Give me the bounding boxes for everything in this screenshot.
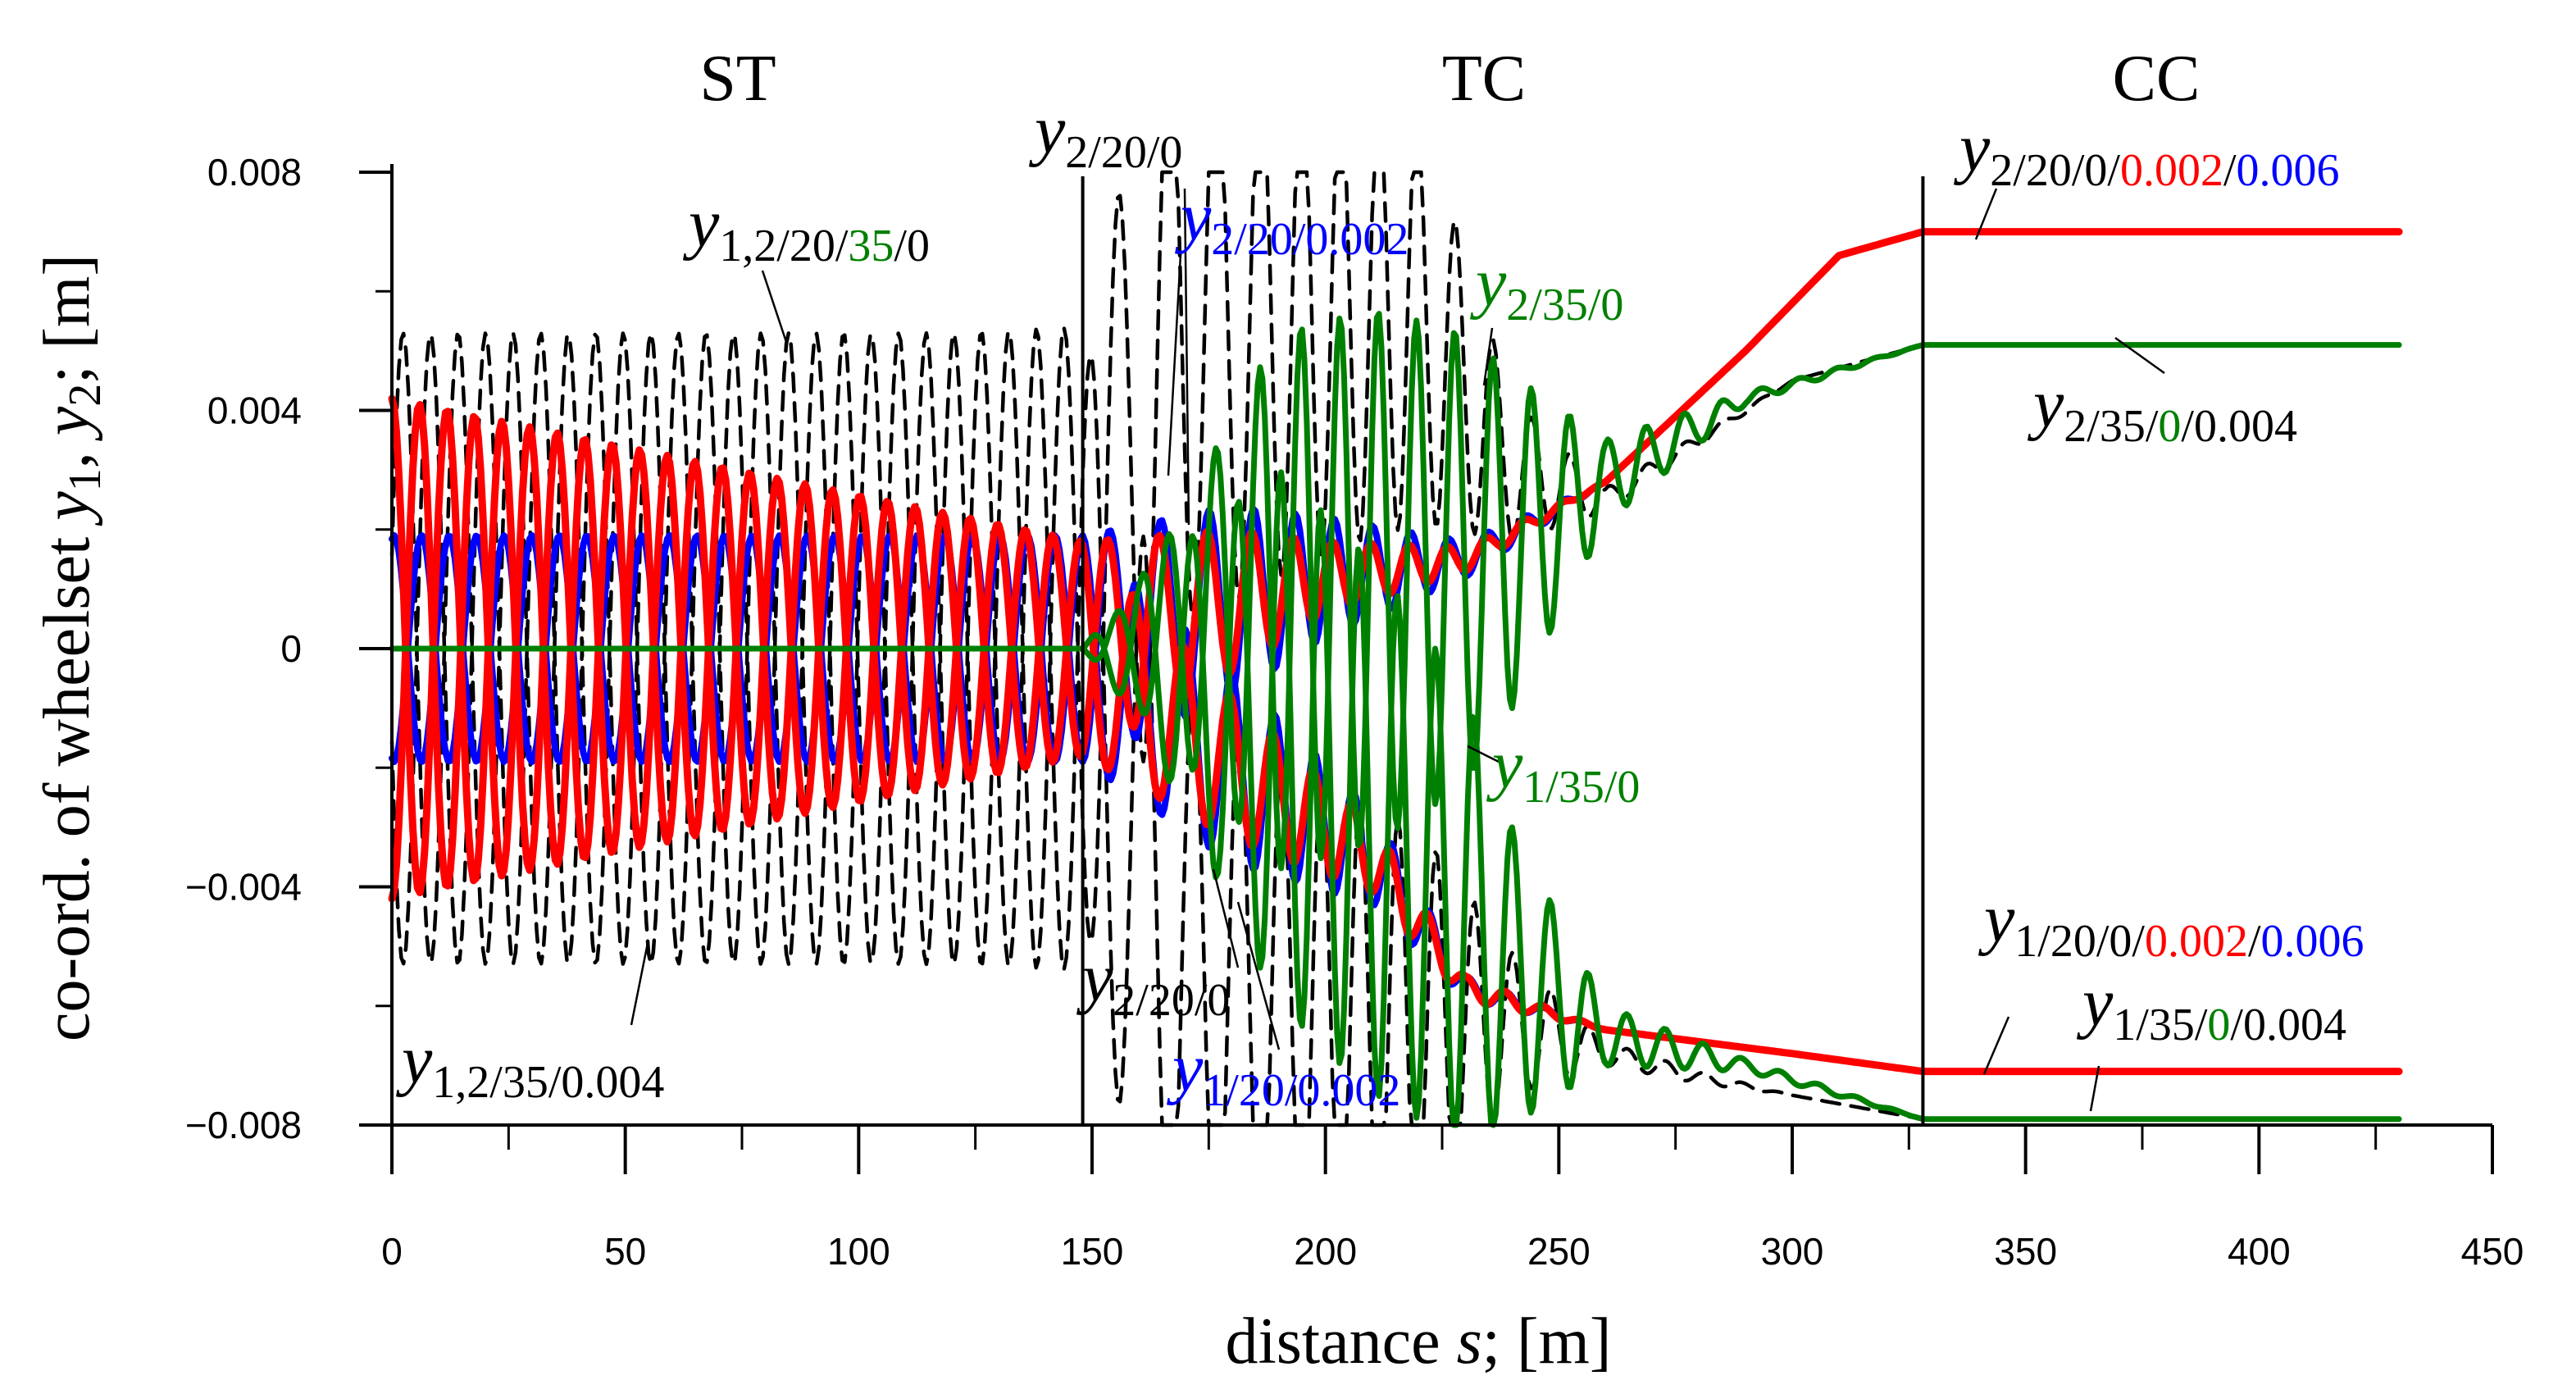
x-tick-label: 200 [1294,1230,1357,1273]
annotation-a1: y1,2/20/35/0 [682,185,930,271]
text-layer: 0 50 100 150 200 250 300 350 400 450 −0.008 −0.004 0… [31,43,2524,1378]
annotation-a3: y2/20/0.002 [1174,179,1409,265]
x-tick-label: 50 [604,1230,646,1273]
annotation-a7: y1/35/0 [1486,727,1640,813]
y-tick-label: 0.008 [207,151,302,194]
y-tick-label: 0.004 [207,390,302,432]
annotation-leader-line [1212,868,1240,968]
series-line-6 [389,469,2402,1128]
annotation-leader-line [1183,188,1190,526]
axes-layer [359,164,2494,1174]
annotation-leader-line [2114,336,2165,375]
annotation-leader-line [2089,1065,2100,1112]
series-line-3 [388,228,2403,896]
section-label-tc: TC [1442,43,1526,115]
annotation-a9: y2/20/0 [1076,940,1230,1026]
annotation-a5: y2/20/0/0.002/0.006 [1953,110,2340,196]
x-tick-label: 0 [381,1230,403,1273]
y-tick-label: −0.008 [185,1104,302,1146]
annotation-leader-line [1974,188,1998,240]
section-label-st: ST [699,43,776,115]
annotation-leader-line [1467,745,1501,764]
x-tick-label: 100 [827,1230,890,1273]
annotation-a6: y2/35/0/0.004 [2027,366,2297,452]
annotation-leader-line [1236,901,1281,1050]
annotation-a4: y2/35/0 [1469,244,1623,330]
x-tick-label: 250 [1527,1230,1591,1273]
annotation-a11: y1/20/0/0.002/0.006 [1978,881,2364,967]
annotation-a10: y1/20/0.002 [1166,1030,1400,1116]
x-tick-label: 150 [1061,1230,1124,1273]
y-tick-label: −0.004 [185,866,302,909]
x-tick-label: 350 [1994,1230,2057,1273]
annotation-a2: y2/20/0 [1028,92,1182,178]
x-axis-title: distance s; [m] [1226,1305,1612,1378]
x-tick-label: 300 [1761,1230,1824,1273]
x-tick-label: 400 [2228,1230,2291,1273]
y-axis-title: co-ord. of wheelset y1, y2; [m] [31,254,111,1041]
annotation-a12: y1/35/0/0.004 [2076,964,2346,1050]
annotation-leader-line [1982,1016,2010,1075]
y-tick-label: 0 [280,627,302,670]
annotation-a8: y1,2/35/0.004 [395,1022,664,1108]
series-layer [388,170,2403,1128]
annotation-leader-line [761,270,789,345]
series-line-4 [388,401,2403,1076]
x-tick-label: 450 [2461,1230,2524,1273]
annotation-leader-line [630,942,649,1026]
annotation-leader-line [1482,327,1494,386]
section-label-cc: CC [2113,43,2201,115]
annotation-leader-line [1167,253,1182,476]
